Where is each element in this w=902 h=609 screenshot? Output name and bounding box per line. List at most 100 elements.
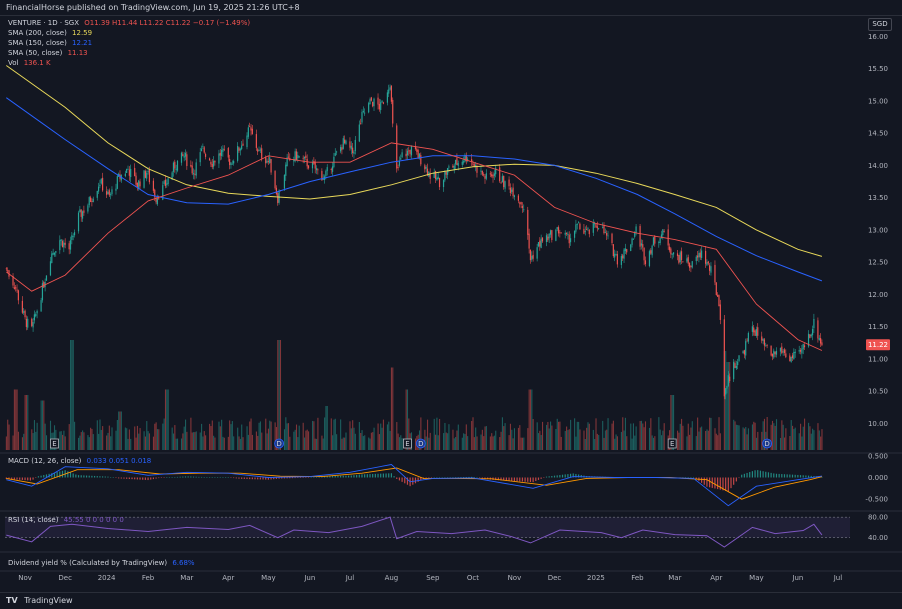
volume-bar — [237, 427, 239, 450]
time-axis-label: 2024 — [98, 574, 116, 582]
candle-body — [408, 150, 410, 152]
candle-body — [802, 343, 804, 350]
macd-histogram-bar — [104, 476, 106, 478]
macd-histogram-bar — [283, 477, 286, 479]
volume-bar — [249, 421, 251, 450]
volume-bar — [115, 430, 117, 450]
time-axis-label: 2025 — [587, 574, 605, 582]
time-axis-label: May — [749, 574, 763, 582]
candle-body — [765, 345, 767, 347]
candle-body — [294, 151, 296, 162]
macd-histogram-bar — [115, 477, 117, 478]
macd-histogram-bar — [417, 477, 419, 482]
candle-body — [194, 173, 196, 175]
volume-bar — [465, 424, 467, 450]
volume-bar — [687, 423, 689, 450]
volume-bar — [699, 427, 701, 450]
volume-bar — [639, 420, 641, 450]
volume-bar — [158, 429, 160, 450]
macd-histogram-bar — [497, 477, 499, 481]
volume-bar — [455, 437, 457, 450]
macd-histogram-bar — [377, 473, 379, 478]
candle-body — [810, 334, 812, 337]
earnings-marker-label: E — [670, 440, 674, 448]
currency-badge[interactable]: SGD — [868, 18, 892, 31]
volume-bar — [689, 434, 691, 450]
candle-body — [342, 138, 344, 149]
macd-histogram-bar — [430, 477, 433, 478]
macd-histogram-bar — [195, 476, 197, 478]
macd-histogram-bar — [265, 477, 267, 480]
candle-body — [745, 341, 747, 356]
volume-bar — [378, 434, 380, 450]
sma150-label[interactable]: SMA (150, close) — [8, 39, 67, 47]
candle-body — [233, 161, 235, 164]
macd-histogram-bar — [428, 477, 430, 479]
candle-body — [7, 270, 9, 272]
macd-histogram-bar — [227, 477, 229, 478]
candle-body — [556, 227, 558, 230]
volume-bar — [626, 436, 628, 450]
macd-histogram-bar — [51, 473, 53, 478]
candle-body — [270, 159, 272, 173]
macd-histogram-bar — [187, 476, 189, 478]
candle-body — [274, 170, 276, 189]
volume-bar — [725, 351, 727, 450]
macd-histogram-bar — [746, 472, 748, 478]
sma200-label[interactable]: SMA (200, close) — [8, 29, 67, 37]
macd-histogram-bar — [5, 477, 7, 479]
candle-body — [267, 161, 269, 162]
volume-bar — [349, 421, 351, 450]
candle-body — [575, 224, 577, 232]
candle-body — [742, 351, 744, 354]
dividend-marker-label: D — [276, 440, 281, 448]
candle-body — [115, 188, 117, 191]
volume-bar — [707, 430, 709, 450]
rsi-label[interactable]: RSI (14, close) — [8, 516, 59, 524]
macd-histogram-bar — [553, 475, 556, 478]
macd-histogram-bar — [136, 477, 138, 480]
volume-bar — [7, 419, 9, 450]
vol-label[interactable]: Vol — [8, 59, 19, 67]
volume-bar — [70, 340, 72, 450]
candle-body — [539, 240, 541, 247]
macd-histogram-bar — [390, 473, 393, 478]
volume-bar — [298, 425, 300, 450]
candle-body — [152, 180, 155, 191]
volume-bar — [663, 423, 665, 450]
volume-bar — [771, 420, 774, 450]
volume-bar — [233, 436, 235, 450]
candle-body — [521, 206, 524, 208]
macd-histogram-bar — [717, 477, 719, 490]
volume-bar — [139, 428, 141, 450]
volume-bar — [517, 427, 520, 450]
candle-body — [508, 179, 510, 187]
macd-histogram-bar — [345, 475, 347, 478]
macd-histogram-bar — [275, 477, 278, 479]
volume-bar — [36, 422, 38, 450]
macd-histogram-bar — [257, 477, 259, 480]
candle-body — [361, 112, 363, 123]
candle-body — [476, 166, 478, 173]
symbol-label[interactable]: VENTURE · 1D · SGX — [8, 19, 79, 27]
macd-label[interactable]: MACD (12, 26, close) — [8, 457, 82, 465]
candle-body — [495, 167, 497, 175]
sma50-label[interactable]: SMA (50, close) — [8, 49, 63, 57]
volume-bar — [294, 429, 296, 450]
candle-body — [27, 318, 29, 328]
volume-bar — [640, 420, 643, 450]
dividend-label[interactable]: Dividend yield % (Calculated by TradingV… — [8, 559, 168, 567]
volume-bar — [259, 421, 261, 450]
volume-bar — [203, 431, 205, 450]
candle-body — [368, 103, 370, 113]
macd-histogram-bar — [166, 477, 168, 478]
candle-body — [662, 229, 664, 236]
volume-bar — [586, 427, 588, 450]
candle-body — [587, 228, 589, 230]
volume-bar — [107, 432, 109, 450]
macd-histogram-bar — [192, 476, 195, 478]
candle-body — [782, 351, 784, 353]
candle-body — [55, 251, 57, 253]
macd-histogram-bar — [465, 476, 467, 478]
